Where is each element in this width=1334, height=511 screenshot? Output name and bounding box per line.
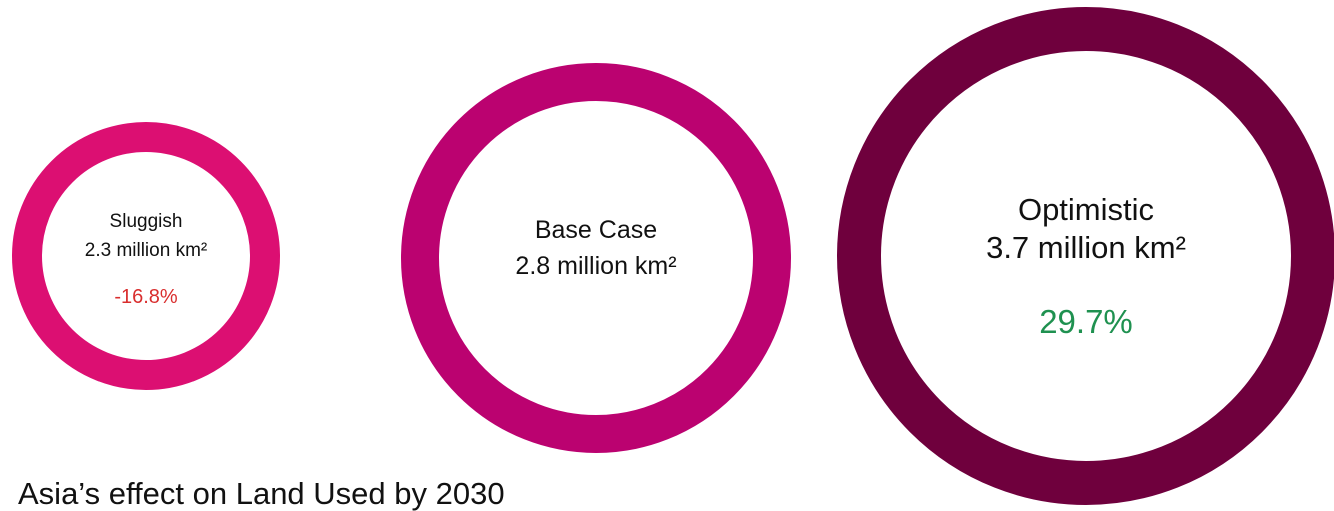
ring-base-case-name: Base Case — [535, 216, 657, 244]
ring-optimistic-value: 3.7 million km² — [986, 230, 1186, 265]
ring-sluggish: Sluggish 2.3 million km² -16.8% — [12, 122, 280, 390]
ring-base-case: Base Case 2.8 million km² — [401, 63, 791, 453]
ring-optimistic: Optimistic 3.7 million km² 29.7% — [837, 7, 1334, 505]
ring-optimistic-name: Optimistic — [1018, 192, 1154, 227]
ring-optimistic-circle — [837, 7, 1334, 505]
ring-sluggish-name: Sluggish — [110, 211, 183, 232]
chart-title: Asia’s effect on Land Used by 2030 — [18, 476, 505, 511]
ring-sluggish-value: 2.3 million km² — [85, 240, 207, 261]
ring-sluggish-circle — [12, 122, 280, 390]
ring-optimistic-change: 29.7% — [1039, 303, 1133, 340]
ring-sluggish-change: -16.8% — [114, 286, 178, 308]
ring-base-case-circle — [401, 63, 791, 453]
ring-base-case-value: 2.8 million km² — [515, 252, 676, 280]
